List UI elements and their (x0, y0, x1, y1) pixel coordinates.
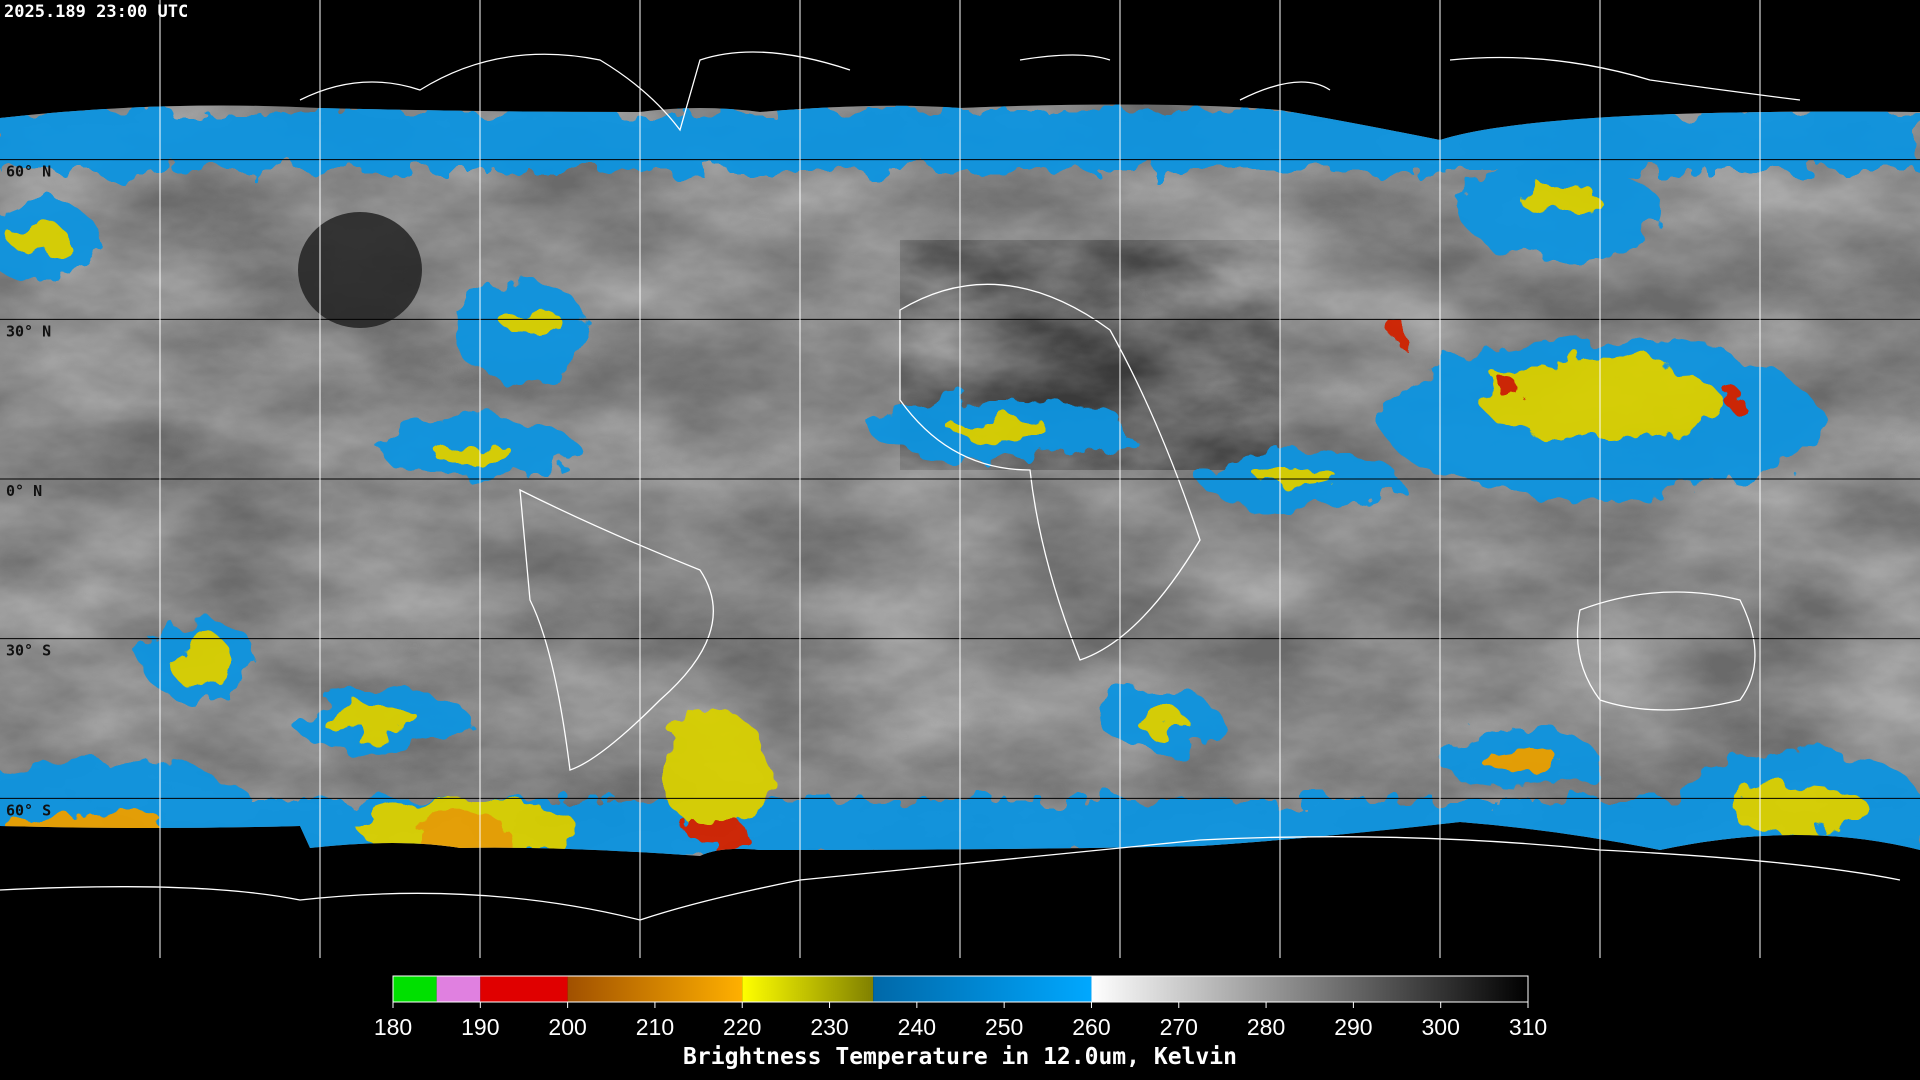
colorbar-frame (392, 975, 1529, 1003)
colorbar-tick-label: 230 (810, 1014, 848, 1040)
colorbar-segment (393, 976, 437, 1002)
colorbar-tick-label: 300 (1422, 1014, 1460, 1040)
colorbar-segment (873, 976, 1092, 1002)
colorbar-segment (742, 976, 874, 1002)
colorbar-tick-label: 250 (985, 1014, 1023, 1040)
colorbar-tick-label: 180 (374, 1014, 412, 1040)
colorbar-tick-label: 310 (1509, 1014, 1547, 1040)
latitude-label: 30° N (6, 322, 51, 340)
colorbar-title: Brightness Temperature in 12.0um, Kelvin (683, 1044, 1237, 1070)
latitude-label: 60° N (6, 163, 51, 181)
colorbar-tick-label: 190 (461, 1014, 499, 1040)
colorbar-segment (1091, 976, 1528, 1002)
timestamp: 2025.189 23:00 UTC (4, 2, 188, 22)
colorbar-tick-label: 240 (898, 1014, 936, 1040)
colorbar-segment (567, 976, 743, 1002)
colorbar: 180 190 200 210 220 230 240 250 260 270 280 290 300 3… (374, 975, 1547, 1040)
graticule: 60° N 30° N 0° N 30° S 60° S (0, 0, 1920, 958)
colorbar-tick-label: 290 (1334, 1014, 1372, 1040)
colorbar-tick-label: 280 (1247, 1014, 1285, 1040)
colorbar-tick-label: 270 (1160, 1014, 1198, 1040)
colorbar-segment (436, 976, 481, 1002)
colorbar-tick-label: 220 (723, 1014, 761, 1040)
colorbar-tick-label: 200 (548, 1014, 586, 1040)
colorbar-segment (480, 976, 568, 1002)
latitude-label: 60° S (6, 801, 51, 819)
latitude-label: 30° S (6, 642, 51, 660)
colorbar-tick-label: 210 (636, 1014, 674, 1040)
colorbar-tick-label: 260 (1072, 1014, 1110, 1040)
latitude-label: 0° N (6, 482, 42, 500)
